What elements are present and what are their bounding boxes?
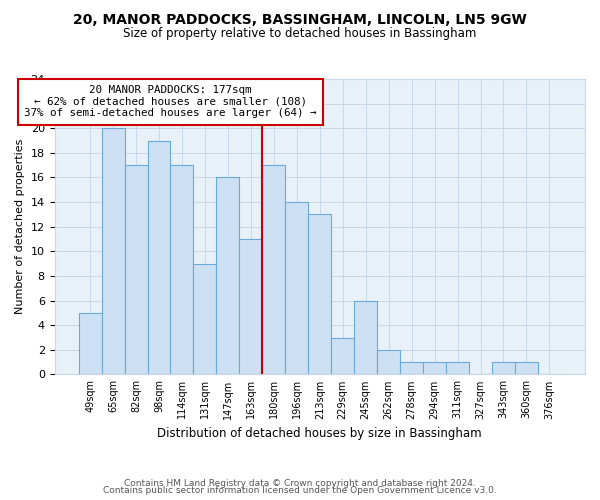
Bar	[170, 165, 193, 374]
Y-axis label: Number of detached properties: Number of detached properties	[15, 139, 25, 314]
Bar	[308, 214, 331, 374]
Bar	[423, 362, 446, 374]
Bar	[515, 362, 538, 374]
Bar	[125, 165, 148, 374]
Text: 20 MANOR PADDOCKS: 177sqm
← 62% of detached houses are smaller (108)
37% of semi: 20 MANOR PADDOCKS: 177sqm ← 62% of detac…	[24, 85, 317, 118]
Text: Contains public sector information licensed under the Open Government Licence v3: Contains public sector information licen…	[103, 486, 497, 495]
Bar	[377, 350, 400, 374]
Bar	[193, 264, 217, 374]
Bar	[492, 362, 515, 374]
Text: Contains HM Land Registry data © Crown copyright and database right 2024.: Contains HM Land Registry data © Crown c…	[124, 478, 476, 488]
Text: 20, MANOR PADDOCKS, BASSINGHAM, LINCOLN, LN5 9GW: 20, MANOR PADDOCKS, BASSINGHAM, LINCOLN,…	[73, 12, 527, 26]
Bar	[148, 140, 170, 374]
Bar	[239, 239, 262, 374]
Bar	[354, 300, 377, 374]
Bar	[331, 338, 354, 374]
X-axis label: Distribution of detached houses by size in Bassingham: Distribution of detached houses by size …	[157, 427, 482, 440]
Bar	[101, 128, 125, 374]
Bar	[217, 178, 239, 374]
Text: Size of property relative to detached houses in Bassingham: Size of property relative to detached ho…	[124, 28, 476, 40]
Bar	[286, 202, 308, 374]
Bar	[446, 362, 469, 374]
Bar	[79, 313, 101, 374]
Bar	[400, 362, 423, 374]
Bar	[262, 165, 286, 374]
